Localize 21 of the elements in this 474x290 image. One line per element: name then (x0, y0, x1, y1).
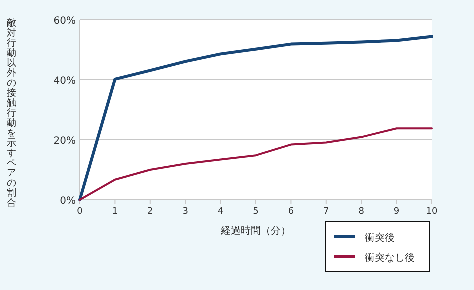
x-tick-label: 8 (358, 207, 365, 217)
x-tick-label: 6 (288, 207, 294, 217)
x-tick-label: 2 (148, 207, 154, 217)
y-tick-label: 20% (54, 136, 76, 147)
x-tick-label: 1 (112, 207, 118, 217)
y-tick-label: 60% (54, 16, 76, 27)
legend-label: 衝突なし後 (365, 252, 415, 264)
x-tick-label: 9 (394, 207, 400, 217)
line-series (78, 35, 434, 202)
y-tick-label: 40% (54, 76, 76, 87)
x-tick-label: 10 (426, 207, 438, 217)
line-series (79, 128, 433, 201)
x-tick-label: 0 (77, 207, 84, 217)
x-tick-label: 5 (253, 207, 259, 217)
x-tick-label: 3 (182, 207, 188, 217)
y-tick-label: 0% (60, 196, 76, 207)
x-tick-label: 4 (218, 207, 224, 217)
x-tick-label: 7 (324, 207, 330, 217)
legend-label: 衝突後 (365, 232, 395, 244)
x-axis-title: 経過時間（分） (220, 225, 291, 237)
text: 敵対行動以外の接触行動を示すペアの割合 (7, 18, 17, 209)
